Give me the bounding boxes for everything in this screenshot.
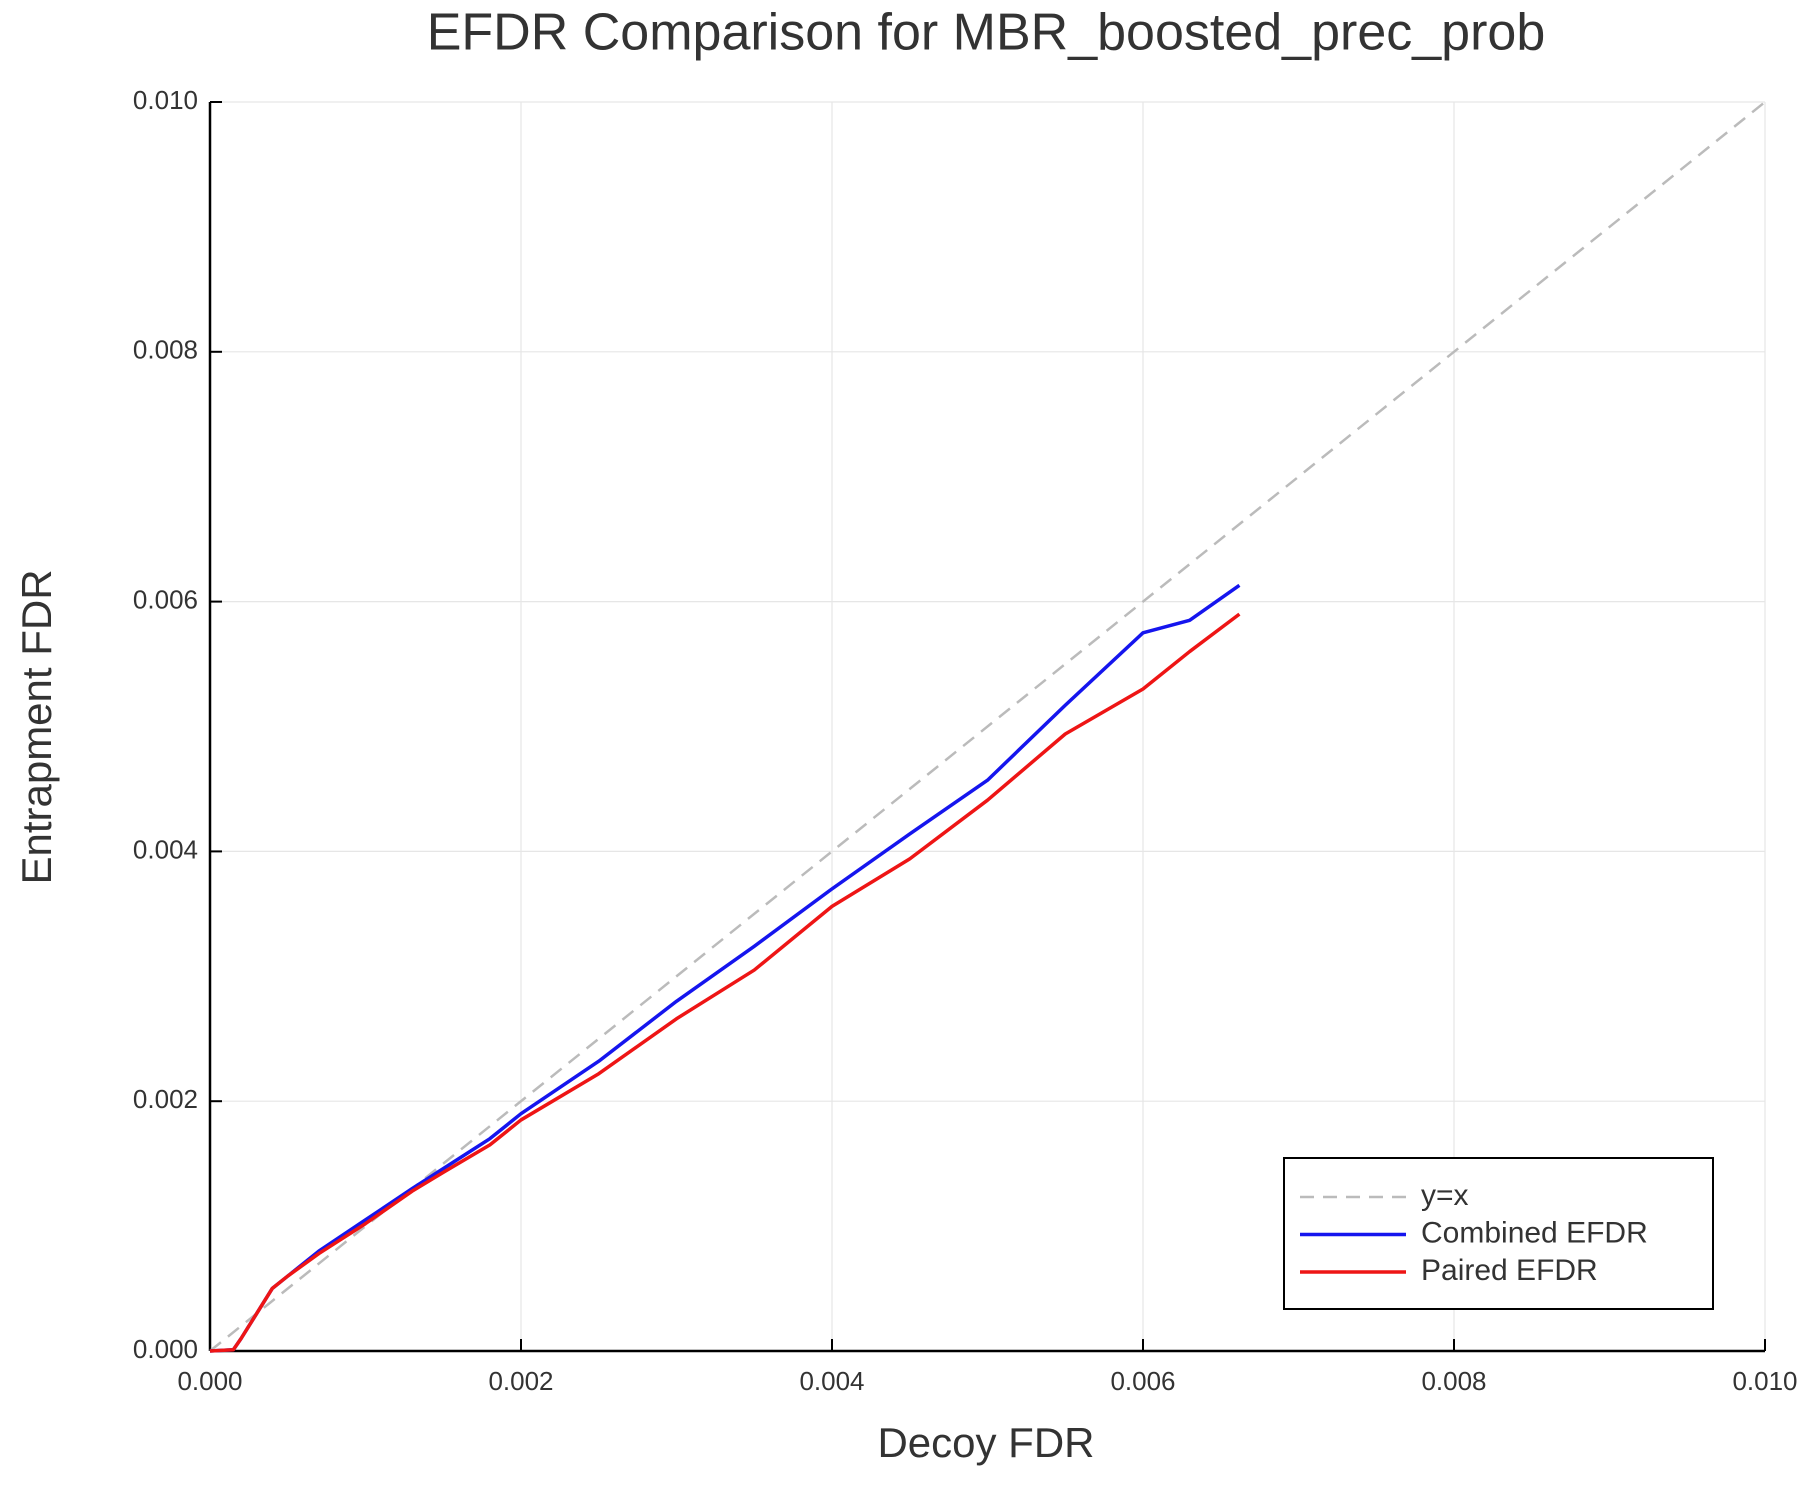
series-line	[209, 583, 1241, 1353]
x-tick-label: 0.008	[1421, 1366, 1486, 1396]
y-tick-label: 0.006	[133, 584, 198, 614]
y-tick-label: 0.002	[133, 1084, 198, 1114]
y-tick-label: 0.008	[133, 335, 198, 365]
x-axis-label: Decoy FDR	[877, 1419, 1094, 1466]
x-tick-label: 0.004	[799, 1366, 864, 1396]
y-tick-label: 0.010	[133, 85, 198, 115]
legend-label: Combined EFDR	[1421, 1216, 1648, 1249]
legend-label: Paired EFDR	[1421, 1254, 1598, 1287]
legend-label: y=x	[1421, 1179, 1469, 1212]
y-tick-label: 0.000	[133, 1334, 198, 1364]
series-line	[209, 101, 1766, 1352]
x-tick-label: 0.010	[1732, 1366, 1797, 1396]
chart-title: EFDR Comparison for MBR_boosted_prec_pro…	[427, 4, 1546, 62]
y-tick-label: 0.004	[133, 834, 198, 864]
y-axis-label: Entrapment FDR	[13, 569, 60, 884]
x-tick-label: 0.002	[488, 1366, 553, 1396]
series-line	[209, 612, 1241, 1353]
x-tick-label: 0.006	[1110, 1366, 1175, 1396]
x-tick-label: 0.000	[177, 1366, 242, 1396]
